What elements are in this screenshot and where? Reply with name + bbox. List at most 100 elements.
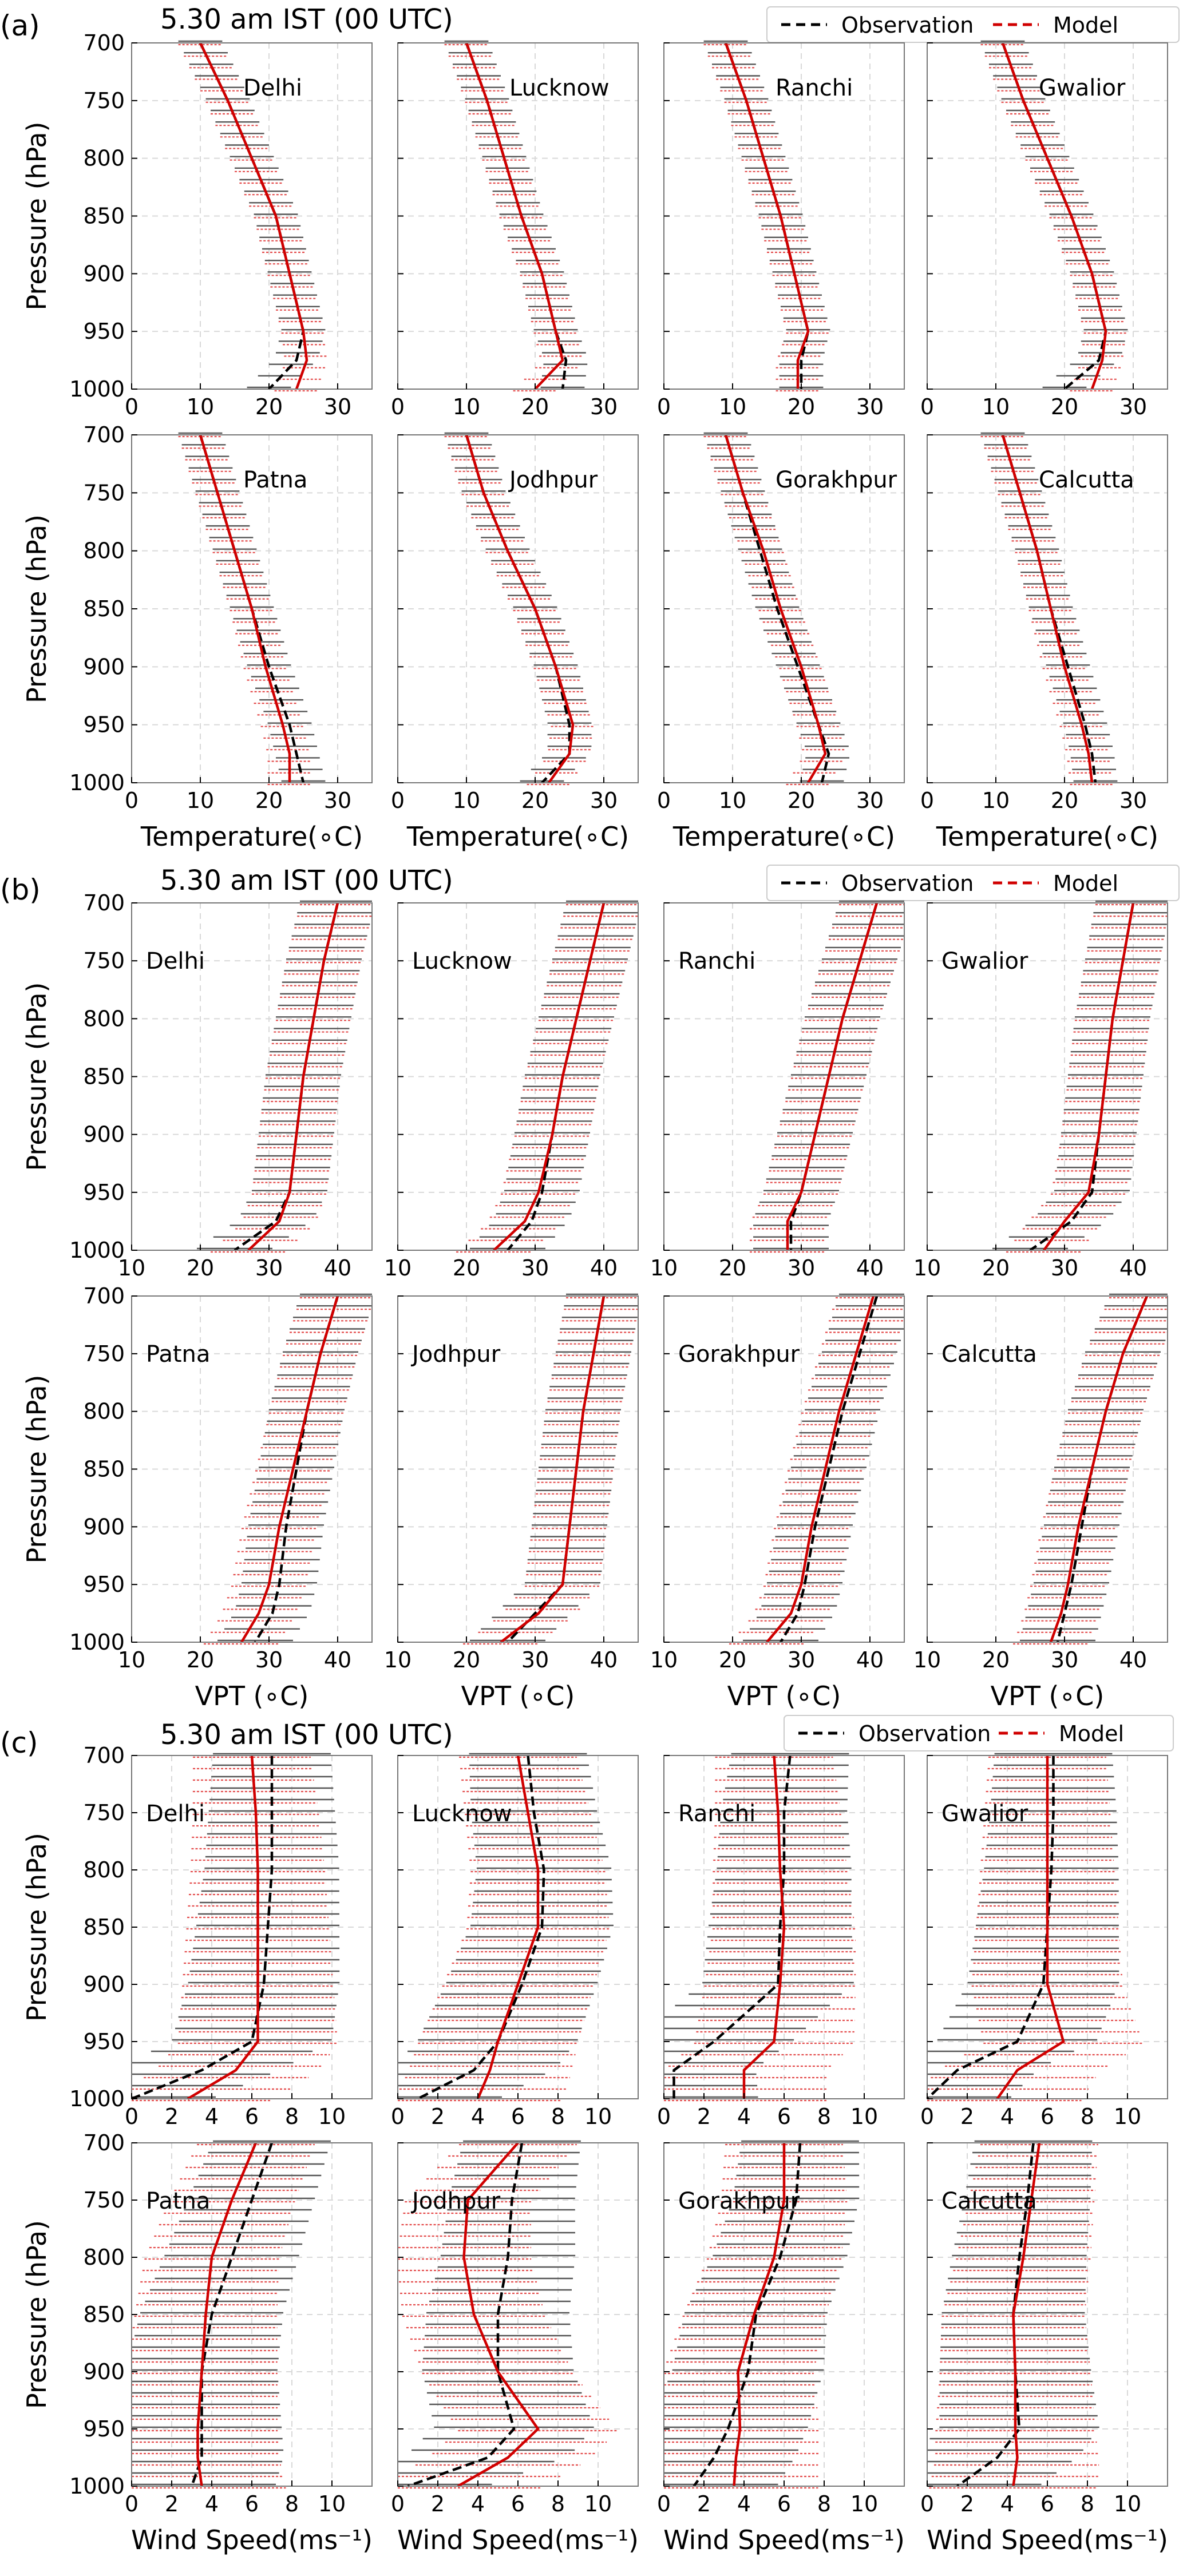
x-tick-label: 30: [788, 1647, 815, 1673]
x-tick-label: 0: [657, 2104, 671, 2129]
y-tick-label: 750: [83, 2187, 125, 2213]
x-tick-label: 10: [850, 2104, 878, 2129]
model-line: [1012, 2142, 1041, 2487]
panel-label: (c): [0, 1726, 38, 1759]
station-label: Ranchi: [678, 948, 755, 974]
x-tick-label: 0: [657, 788, 671, 813]
x-tick-label: 10: [187, 788, 214, 813]
plot-panel: 10 20 30 40 Gwalior: [913, 900, 1168, 1281]
y-tick-label: 800: [83, 1857, 125, 1883]
plot-panel: 10 20 30 40 700 750 800 850 900 950 1000 Delhi Press…: [21, 890, 373, 1281]
x-tick-label: 40: [1119, 1255, 1147, 1281]
x-tick-label: 30: [1119, 788, 1147, 813]
plot-panel: 10 20 30 40 Calcutta VPT (∘C): [913, 1293, 1168, 1711]
plot-panel: 0 2 4 6 8 10 Calcutta Wind Speed(ms⁻¹): [920, 2140, 1168, 2555]
y-tick-label: 900: [83, 1972, 125, 1997]
x-tick-label: 6: [511, 2491, 525, 2516]
y-tick-label: 1000: [69, 377, 125, 402]
y-tick-label: 850: [83, 1915, 125, 1940]
y-tick-label: 800: [83, 146, 125, 171]
legend: Observation Model: [766, 865, 1180, 901]
station-label: Gorakhpur: [776, 467, 897, 493]
y-tick-label: 950: [83, 712, 125, 738]
legend-label: Model: [1053, 871, 1118, 896]
panel-label: (a): [0, 9, 40, 42]
x-tick-label: 10: [384, 1255, 412, 1281]
model-line: [247, 902, 339, 1251]
y-tick-label: 750: [83, 1800, 125, 1825]
x-tick-label: 30: [521, 1647, 549, 1673]
model-line: [786, 902, 879, 1250]
y-tick-label: 1000: [69, 2086, 125, 2111]
y-tick-label: 850: [83, 1064, 125, 1089]
x-tick-label: 10: [1114, 2491, 1141, 2516]
x-tick-label: 30: [521, 1255, 549, 1281]
x-tick-label: 30: [255, 1647, 283, 1673]
x-tick-label: 10: [584, 2491, 612, 2516]
x-tick-label: 20: [1051, 788, 1078, 813]
x-tick-label: 20: [521, 394, 549, 419]
chart-section: (b) 5.30 am IST (00 UTC) Observation Model 1…: [0, 865, 1180, 1711]
observation-line: [780, 1295, 879, 1643]
x-tick-label: 10: [850, 2491, 878, 2516]
y-tick-label: 950: [83, 1180, 125, 1205]
plot-panel: 0 10 20 30 Gorakhpur Temperature(∘C): [657, 432, 905, 852]
legend: Observation Model: [784, 1715, 1174, 1751]
x-tick-label: 30: [856, 394, 884, 419]
plot-panel: 10 20 30 40 Jodhpur VPT (∘C): [384, 1293, 639, 1711]
x-tick-label: 6: [245, 2104, 259, 2129]
x-tick-label: 20: [719, 1647, 746, 1673]
plot-panel: 10 20 30 40 700 750 800 850 900 950 1000 Patna Press…: [21, 1283, 373, 1711]
station-label: Gwalior: [941, 948, 1028, 974]
x-tick-label: 0: [125, 394, 139, 419]
x-tick-label: 4: [205, 2104, 219, 2129]
panel-label: (b): [0, 873, 41, 906]
x-tick-label: 20: [719, 1255, 746, 1281]
x-tick-label: 0: [920, 2104, 934, 2129]
x-tick-label: 20: [453, 1255, 480, 1281]
x-tick-label: 40: [1119, 1647, 1147, 1673]
x-axis-label: Temperature(∘C): [140, 821, 363, 852]
x-tick-label: 30: [324, 788, 351, 813]
x-tick-label: 10: [318, 2491, 346, 2516]
x-tick-label: 0: [920, 788, 934, 813]
x-tick-label: 4: [737, 2491, 751, 2516]
y-tick-label: 950: [83, 2029, 125, 2054]
x-axis-label: Wind Speed(ms⁻¹): [397, 2525, 639, 2555]
y-tick-label: 700: [83, 2130, 125, 2155]
y-axis-label: Pressure (hPa): [21, 122, 52, 311]
y-tick-label: 950: [83, 2416, 125, 2442]
legend-box: [784, 1715, 1174, 1751]
x-tick-label: 10: [1114, 2104, 1141, 2129]
model-line: [1001, 434, 1094, 783]
y-tick-label: 700: [83, 30, 125, 56]
x-axis-label: VPT (∘C): [461, 1681, 575, 1711]
x-tick-label: 6: [1040, 2491, 1054, 2516]
x-tick-label: 30: [1051, 1647, 1078, 1673]
x-tick-label: 2: [165, 2491, 179, 2516]
model-line: [724, 42, 810, 389]
model-line: [465, 434, 575, 784]
x-tick-label: 0: [391, 788, 405, 813]
y-axis-label: Pressure (hPa): [21, 514, 52, 703]
plot-panel: 0 10 20 30 700 750 800 850 900 950 1000 Patna Pressu…: [21, 422, 373, 852]
legend-label: Observation: [858, 1721, 991, 1746]
legend-label: Model: [1053, 13, 1118, 38]
x-tick-label: 0: [391, 2491, 405, 2516]
plot-panel: 0 2 4 6 8 10 Gwalior: [920, 1753, 1168, 2129]
y-tick-label: 700: [83, 890, 125, 916]
x-tick-label: 0: [657, 2491, 671, 2516]
station-label: Patna: [146, 2188, 210, 2214]
plot-panel: 0 10 20 30 Lucknow: [391, 40, 639, 419]
x-tick-label: 4: [205, 2491, 219, 2516]
x-tick-label: 8: [551, 2491, 565, 2516]
x-tick-label: 0: [391, 2104, 405, 2129]
chart-section: (c) 5.30 am IST (00 UTC) Observation Model 0…: [0, 1715, 1174, 2555]
x-tick-label: 10: [318, 2104, 346, 2129]
x-tick-label: 40: [324, 1255, 351, 1281]
y-tick-label: 1000: [69, 770, 125, 795]
x-tick-label: 10: [584, 2104, 612, 2129]
x-tick-label: 30: [590, 394, 618, 419]
y-tick-label: 850: [83, 596, 125, 621]
observation-line: [407, 2142, 524, 2488]
